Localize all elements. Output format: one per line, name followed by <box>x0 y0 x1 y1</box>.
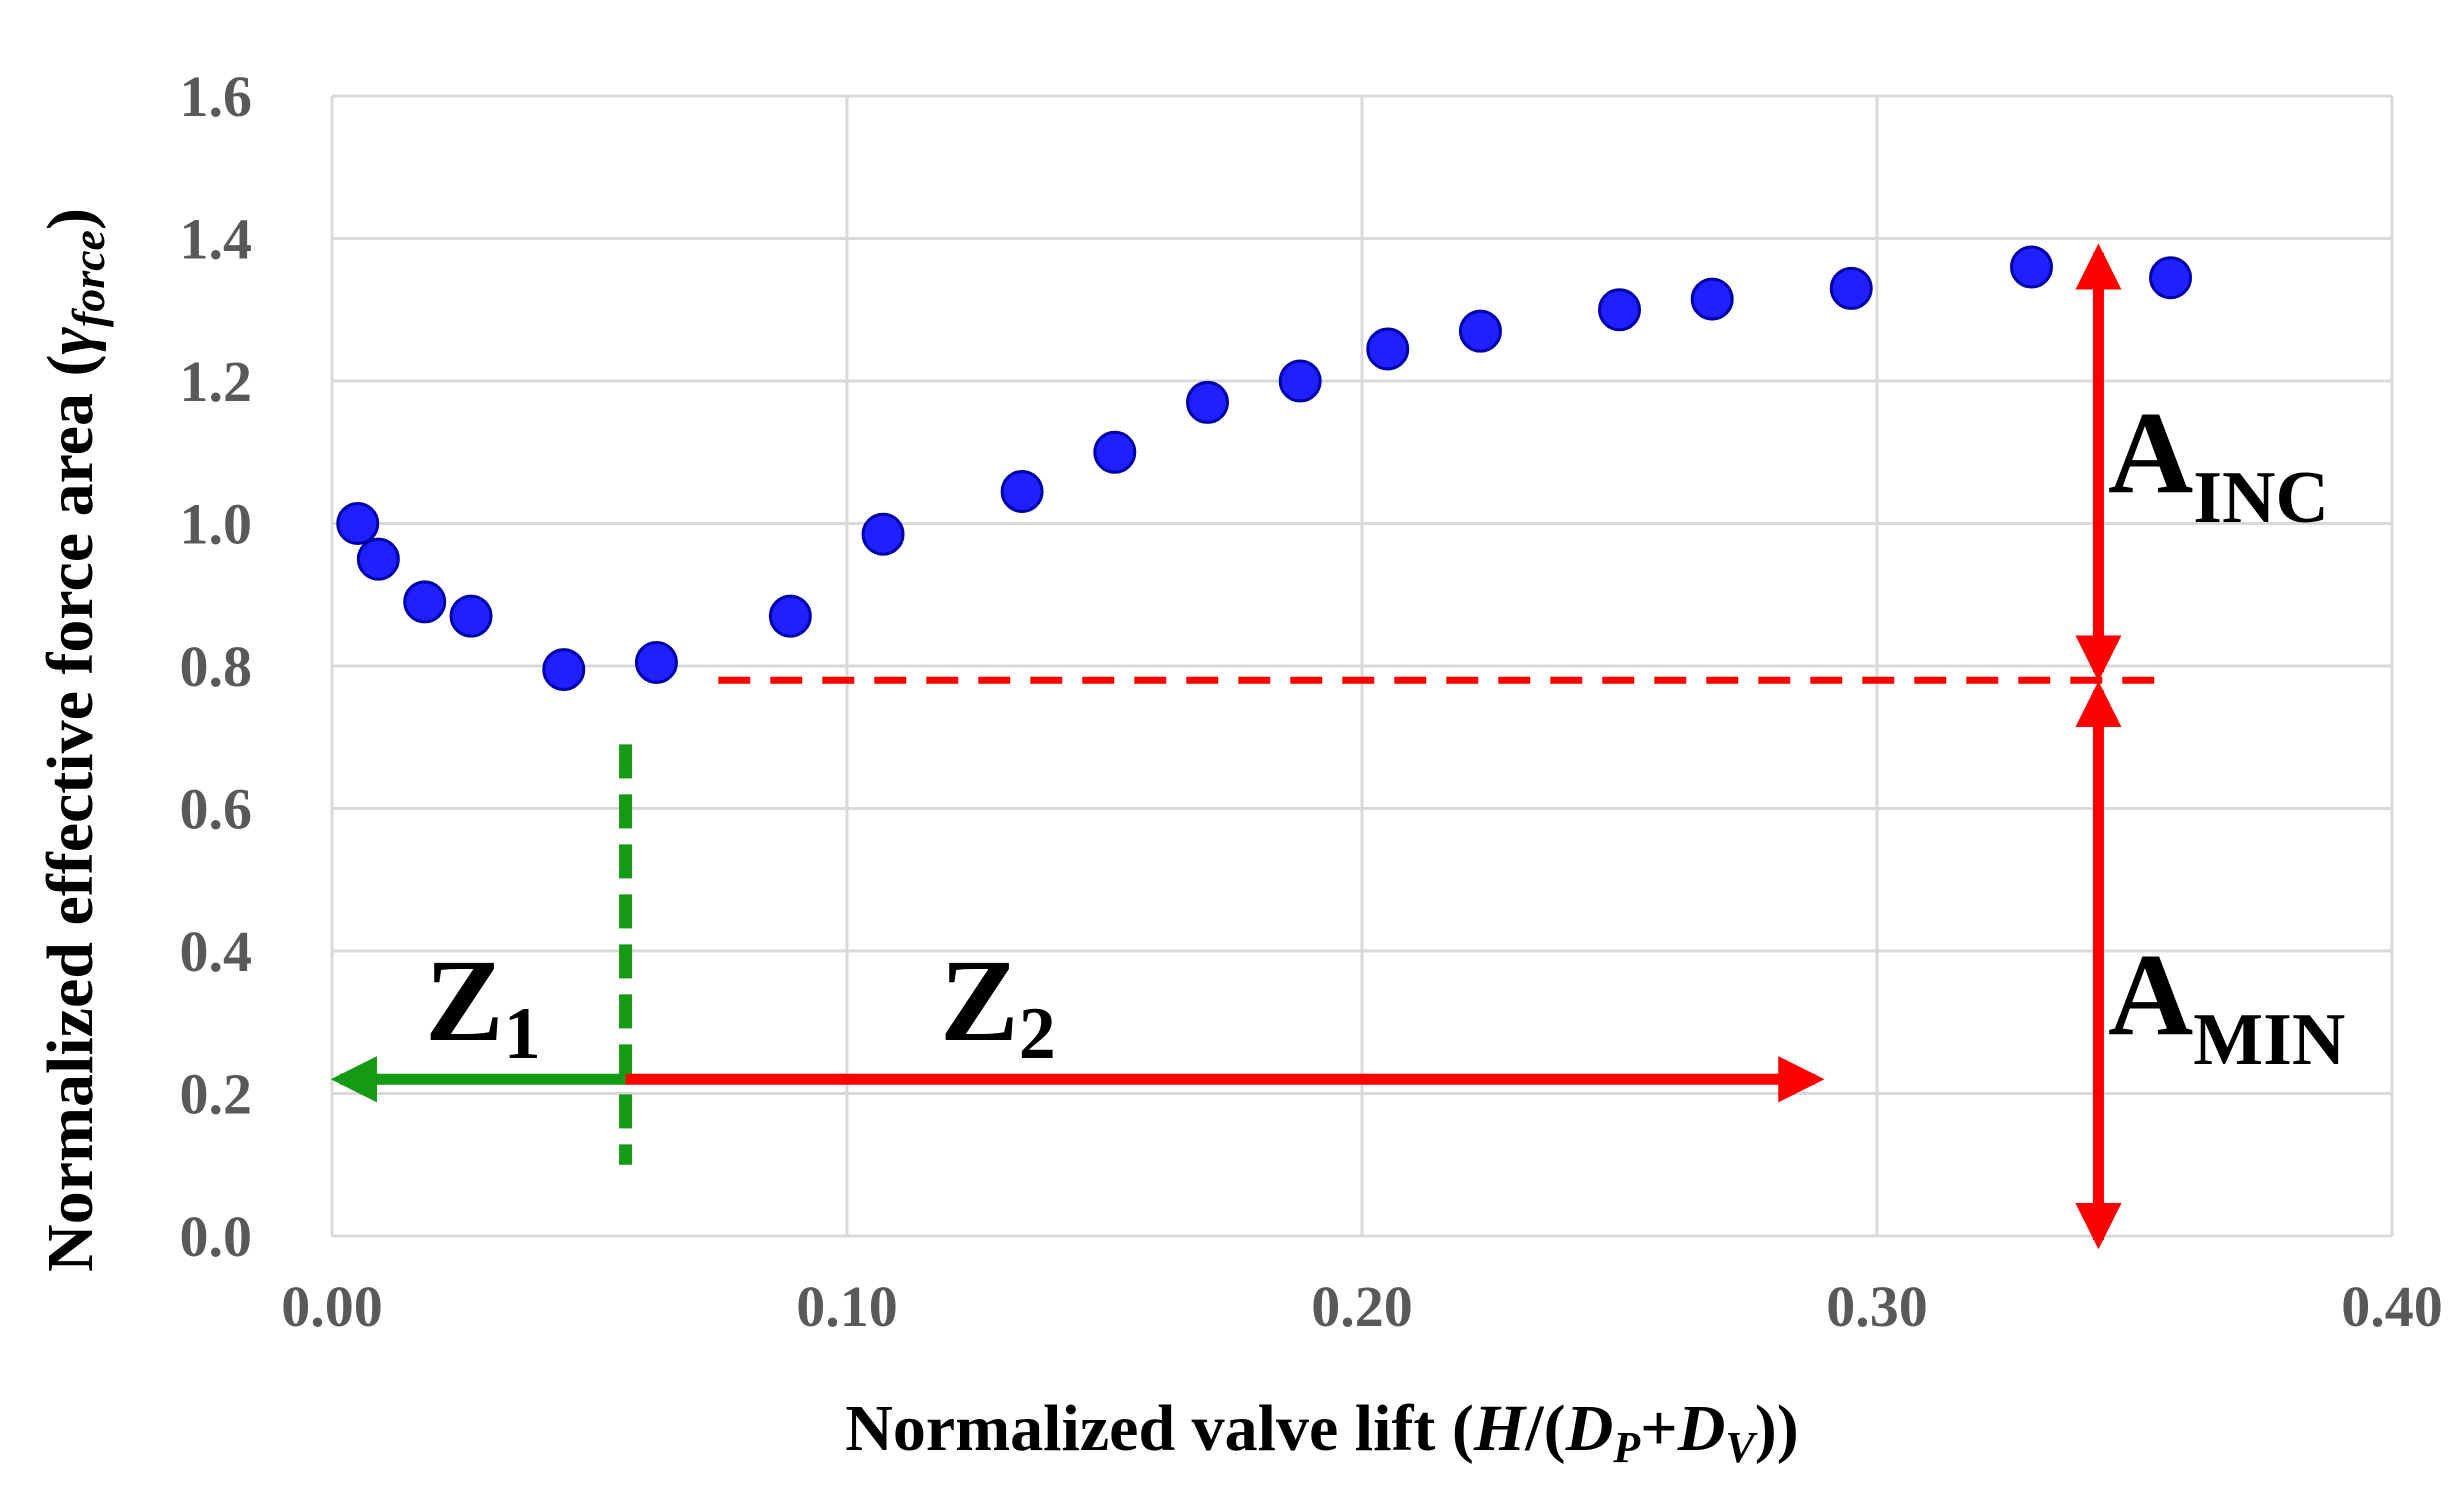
data-point-13 <box>1458 309 1502 353</box>
a-min-label: AMIN <box>2108 929 2345 1081</box>
z2-label: Z2 <box>940 935 1056 1075</box>
data-point-12 <box>1366 327 1410 371</box>
data-point-2 <box>403 580 447 624</box>
y-tick-label-8: 1.6 <box>180 64 253 129</box>
data-point-9 <box>1093 430 1137 474</box>
y-tick-label-0: 0.0 <box>180 1204 253 1269</box>
a-inc-label: AINC <box>2108 387 2329 539</box>
y-tick-labels: 0.0 0.2 0.4 0.6 0.8 1.0 1.2 1.4 1.6 <box>180 64 253 1269</box>
data-point-7 <box>861 512 905 556</box>
data-point-15 <box>1690 277 1734 321</box>
data-point-14 <box>1598 288 1641 332</box>
data-point-16 <box>1829 266 1873 310</box>
grid <box>330 94 2394 1238</box>
data-point-11 <box>1278 359 1322 403</box>
data-point-6 <box>768 594 812 638</box>
x-axis-title: Normalized valve lift (H/(DP+DV)) <box>845 1392 1799 1472</box>
y-tick-label-4: 0.8 <box>180 634 253 699</box>
annotations <box>330 243 2171 1250</box>
y-tick-label-6: 1.2 <box>180 349 253 414</box>
y-tick-label-3: 0.6 <box>180 777 253 842</box>
data-point-1 <box>356 537 400 581</box>
x-tick-labels: 0.00 0.10 0.20 0.30 0.40 <box>281 1274 2443 1339</box>
data-point-10 <box>1186 380 1229 424</box>
x-tick-label-1: 0.10 <box>796 1274 898 1339</box>
data-point-0 <box>336 502 380 545</box>
data-point-17 <box>2010 245 2053 289</box>
x-tick-label-3: 0.30 <box>1826 1274 1928 1339</box>
annotation-labels: Z1 Z2 AINC AMIN <box>425 387 2345 1081</box>
z1-label: Z1 <box>425 935 541 1075</box>
data-point-5 <box>634 640 678 684</box>
y-tick-label-7: 1.4 <box>180 207 253 272</box>
y-tick-label-5: 1.0 <box>180 492 253 557</box>
y-tick-label-1: 0.2 <box>180 1062 253 1127</box>
y-axis-title: Normalized effective force area (γforce) <box>34 208 114 1272</box>
data-point-3 <box>449 594 493 638</box>
data-point-18 <box>2149 256 2193 300</box>
data-points <box>336 245 2193 692</box>
y-tick-label-2: 0.4 <box>180 919 253 984</box>
x-tick-label-4: 0.40 <box>2341 1274 2443 1339</box>
x-tick-label-0: 0.00 <box>281 1274 383 1339</box>
data-point-4 <box>542 648 586 692</box>
x-tick-label-2: 0.20 <box>1311 1274 1413 1339</box>
data-point-8 <box>1000 469 1044 513</box>
